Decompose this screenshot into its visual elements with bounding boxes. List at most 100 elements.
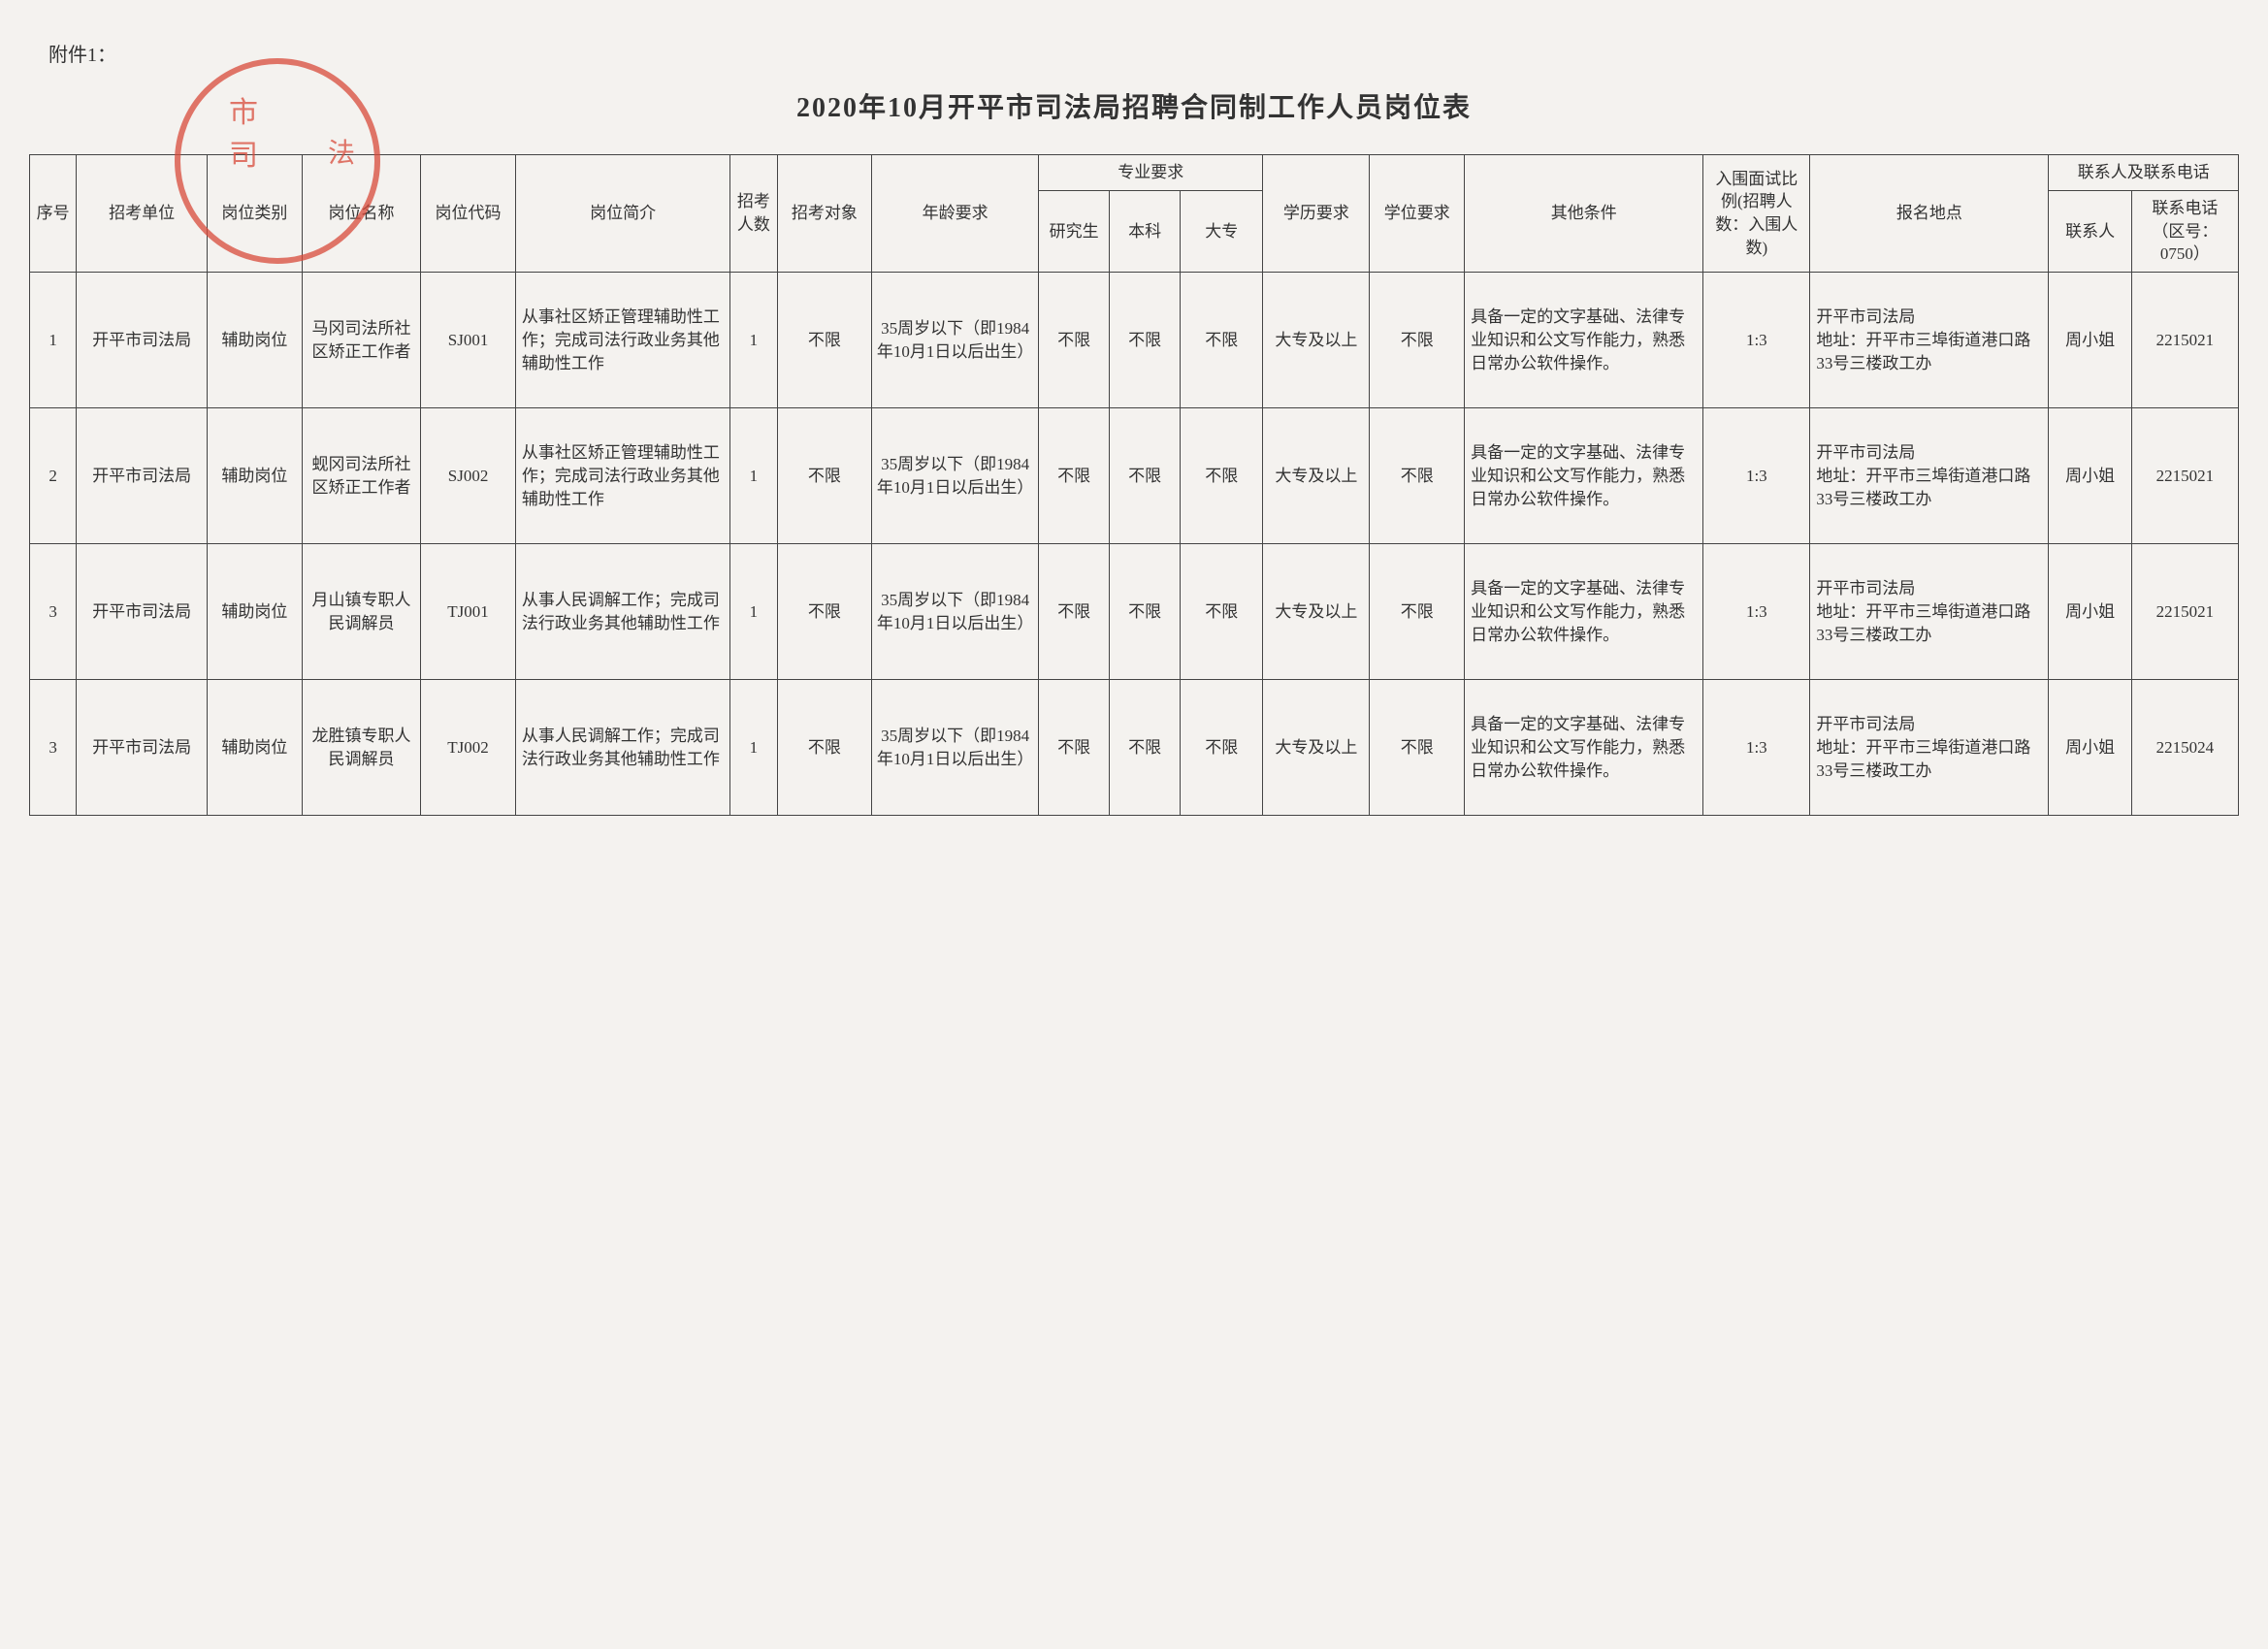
cell-category: 辅助岗位 xyxy=(208,273,303,408)
th-edu: 学历要求 xyxy=(1263,155,1370,273)
cell-grad: 不限 xyxy=(1039,680,1110,816)
cell-count: 1 xyxy=(730,680,777,816)
cell-target: 不限 xyxy=(777,544,872,680)
cell-bachelor: 不限 xyxy=(1110,408,1181,544)
cell-post_code: TJ001 xyxy=(421,544,516,680)
cell-edu: 大专及以上 xyxy=(1263,408,1370,544)
cell-post_desc: 从事社区矫正管理辅助性工作；完成司法行政业务其他辅助性工作 xyxy=(515,408,729,544)
cell-post_name: 蚬冈司法所社区矫正工作者 xyxy=(302,408,420,544)
cell-other: 具备一定的文字基础、法律专业知识和公文写作能力，熟悉日常办公软件操作。 xyxy=(1465,273,1703,408)
th-location: 报名地点 xyxy=(1810,155,2049,273)
cell-contact_phone: 2215021 xyxy=(2131,273,2238,408)
positions-table: 序号 招考单位 岗位类别 岗位名称 岗位代码 岗位简介 招考人数 招考对象 年龄… xyxy=(29,154,2239,816)
th-major-group: 专业要求 xyxy=(1039,155,1263,191)
cell-post_desc: 从事社区矫正管理辅助性工作；完成司法行政业务其他辅助性工作 xyxy=(515,273,729,408)
cell-post_code: SJ001 xyxy=(421,273,516,408)
cell-post_desc: 从事人民调解工作；完成司法行政业务其他辅助性工作 xyxy=(515,544,729,680)
cell-target: 不限 xyxy=(777,273,872,408)
cell-contact_person: 周小姐 xyxy=(2049,408,2131,544)
th-category: 岗位类别 xyxy=(208,155,303,273)
attachment-label: 附件1： xyxy=(49,39,2239,67)
cell-contact_phone: 2215024 xyxy=(2131,680,2238,816)
cell-age: 35周岁以下（即1984年10月1日以后出生） xyxy=(872,273,1039,408)
cell-category: 辅助岗位 xyxy=(208,680,303,816)
cell-category: 辅助岗位 xyxy=(208,408,303,544)
th-contact-group: 联系人及联系电话 xyxy=(2049,155,2239,191)
cell-post_code: TJ002 xyxy=(421,680,516,816)
th-ratio: 入围面试比例(招聘人数：入围人数) xyxy=(1703,155,1810,273)
cell-seq: 3 xyxy=(30,680,77,816)
th-age: 年龄要求 xyxy=(872,155,1039,273)
cell-seq: 1 xyxy=(30,273,77,408)
cell-seq: 2 xyxy=(30,408,77,544)
th-seq: 序号 xyxy=(30,155,77,273)
th-associate: 大专 xyxy=(1181,190,1263,272)
cell-age: 35周岁以下（即1984年10月1日以后出生） xyxy=(872,544,1039,680)
cell-contact_person: 周小姐 xyxy=(2049,680,2131,816)
cell-target: 不限 xyxy=(777,408,872,544)
cell-post_name: 龙胜镇专职人民调解员 xyxy=(302,680,420,816)
cell-location: 开平市司法局地址：开平市三埠街道港口路33号三楼政工办 xyxy=(1810,273,2049,408)
cell-post_name: 马冈司法所社区矫正工作者 xyxy=(302,273,420,408)
cell-category: 辅助岗位 xyxy=(208,544,303,680)
cell-edu: 大专及以上 xyxy=(1263,273,1370,408)
cell-associate: 不限 xyxy=(1181,273,1263,408)
cell-grad: 不限 xyxy=(1039,273,1110,408)
th-contact-person: 联系人 xyxy=(2049,190,2131,272)
cell-degree: 不限 xyxy=(1370,408,1465,544)
table-row: 2开平市司法局辅助岗位蚬冈司法所社区矫正工作者SJ002从事社区矫正管理辅助性工… xyxy=(30,408,2239,544)
th-count: 招考人数 xyxy=(730,155,777,273)
table-row: 3开平市司法局辅助岗位龙胜镇专职人民调解员TJ002从事人民调解工作；完成司法行… xyxy=(30,680,2239,816)
cell-other: 具备一定的文字基础、法律专业知识和公文写作能力，熟悉日常办公软件操作。 xyxy=(1465,680,1703,816)
cell-seq: 3 xyxy=(30,544,77,680)
cell-associate: 不限 xyxy=(1181,680,1263,816)
cell-bachelor: 不限 xyxy=(1110,273,1181,408)
cell-post_desc: 从事人民调解工作；完成司法行政业务其他辅助性工作 xyxy=(515,680,729,816)
cell-bachelor: 不限 xyxy=(1110,680,1181,816)
cell-post_name: 月山镇专职人民调解员 xyxy=(302,544,420,680)
cell-contact_phone: 2215021 xyxy=(2131,408,2238,544)
cell-target: 不限 xyxy=(777,680,872,816)
th-grad: 研究生 xyxy=(1039,190,1110,272)
th-bachelor: 本科 xyxy=(1110,190,1181,272)
cell-unit: 开平市司法局 xyxy=(77,273,208,408)
cell-location: 开平市司法局地址：开平市三埠街道港口路33号三楼政工办 xyxy=(1810,544,2049,680)
cell-other: 具备一定的文字基础、法律专业知识和公文写作能力，熟悉日常办公软件操作。 xyxy=(1465,544,1703,680)
cell-ratio: 1:3 xyxy=(1703,680,1810,816)
cell-degree: 不限 xyxy=(1370,680,1465,816)
cell-contact_person: 周小姐 xyxy=(2049,273,2131,408)
table-row: 1开平市司法局辅助岗位马冈司法所社区矫正工作者SJ001从事社区矫正管理辅助性工… xyxy=(30,273,2239,408)
page-title: 2020年10月开平市司法局招聘合同制工作人员岗位表 xyxy=(29,86,2239,125)
th-post-desc: 岗位简介 xyxy=(515,155,729,273)
cell-count: 1 xyxy=(730,273,777,408)
cell-degree: 不限 xyxy=(1370,273,1465,408)
cell-edu: 大专及以上 xyxy=(1263,544,1370,680)
cell-unit: 开平市司法局 xyxy=(77,680,208,816)
th-target: 招考对象 xyxy=(777,155,872,273)
cell-post_code: SJ002 xyxy=(421,408,516,544)
cell-count: 1 xyxy=(730,408,777,544)
cell-ratio: 1:3 xyxy=(1703,544,1810,680)
th-post-code: 岗位代码 xyxy=(421,155,516,273)
cell-age: 35周岁以下（即1984年10月1日以后出生） xyxy=(872,408,1039,544)
th-post-name: 岗位名称 xyxy=(302,155,420,273)
cell-contact_phone: 2215021 xyxy=(2131,544,2238,680)
table-row: 3开平市司法局辅助岗位月山镇专职人民调解员TJ001从事人民调解工作；完成司法行… xyxy=(30,544,2239,680)
cell-location: 开平市司法局地址：开平市三埠街道港口路33号三楼政工办 xyxy=(1810,680,2049,816)
cell-grad: 不限 xyxy=(1039,544,1110,680)
cell-grad: 不限 xyxy=(1039,408,1110,544)
cell-age: 35周岁以下（即1984年10月1日以后出生） xyxy=(872,680,1039,816)
table-body: 1开平市司法局辅助岗位马冈司法所社区矫正工作者SJ001从事社区矫正管理辅助性工… xyxy=(30,273,2239,816)
cell-location: 开平市司法局地址：开平市三埠街道港口路33号三楼政工办 xyxy=(1810,408,2049,544)
cell-associate: 不限 xyxy=(1181,408,1263,544)
cell-degree: 不限 xyxy=(1370,544,1465,680)
th-unit: 招考单位 xyxy=(77,155,208,273)
th-degree: 学位要求 xyxy=(1370,155,1465,273)
th-contact-phone: 联系电话（区号：0750） xyxy=(2131,190,2238,272)
cell-ratio: 1:3 xyxy=(1703,408,1810,544)
cell-edu: 大专及以上 xyxy=(1263,680,1370,816)
cell-bachelor: 不限 xyxy=(1110,544,1181,680)
th-other: 其他条件 xyxy=(1465,155,1703,273)
cell-unit: 开平市司法局 xyxy=(77,408,208,544)
cell-other: 具备一定的文字基础、法律专业知识和公文写作能力，熟悉日常办公软件操作。 xyxy=(1465,408,1703,544)
